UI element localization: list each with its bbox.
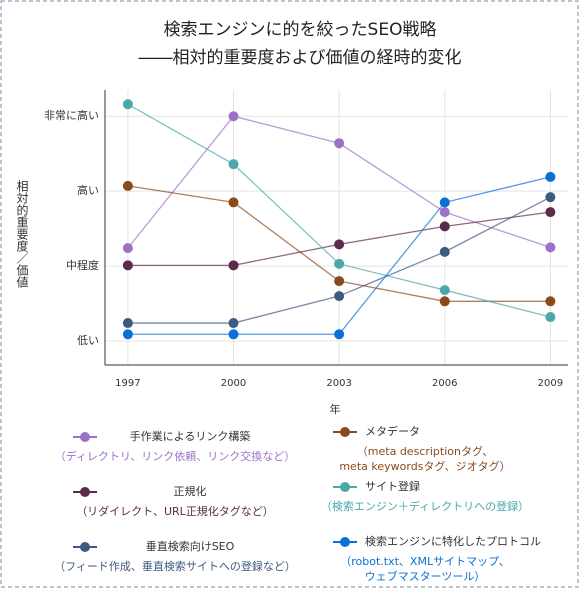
y-tick-label: 高い bbox=[77, 183, 99, 197]
data-point bbox=[228, 159, 239, 170]
data-point bbox=[545, 207, 556, 218]
data-point bbox=[228, 318, 239, 329]
legend-description: （robot.txt、XMLサイトマップ、 bbox=[340, 555, 510, 568]
legend-label: 正規化 bbox=[174, 484, 207, 498]
legend-label: 手作業によるリンク構築 bbox=[130, 429, 251, 443]
legend-description: （meta descriptionタグ、 bbox=[357, 444, 493, 458]
data-point bbox=[439, 296, 450, 307]
data-point bbox=[439, 285, 450, 296]
data-point bbox=[122, 260, 133, 271]
y-tick-label: 中程度 bbox=[66, 258, 99, 272]
data-point bbox=[122, 318, 133, 329]
x-tick-label: 1997 bbox=[115, 378, 140, 389]
data-point bbox=[545, 242, 556, 253]
data-point bbox=[122, 99, 133, 110]
legend-label: サイト登録 bbox=[365, 479, 420, 493]
data-point bbox=[439, 207, 450, 218]
data-point bbox=[334, 291, 345, 302]
legend-description: （リダイレクト、URL正規化タグなど） bbox=[76, 504, 274, 518]
y-tick-label: 非常に高い bbox=[44, 108, 99, 122]
legend-description: ウェブマスターツール） bbox=[365, 569, 486, 583]
x-tick-label: 2009 bbox=[538, 378, 563, 389]
legend-label: 検索エンジンに特化したプロトコル bbox=[365, 534, 541, 548]
legend-description: （フィード作成、垂直検索サイトへの登録など） bbox=[54, 559, 296, 573]
x-tick-label: 2000 bbox=[221, 378, 246, 389]
data-point bbox=[545, 312, 556, 323]
chart-title: ――相対的重要度および価値の経時的変化 bbox=[139, 48, 462, 68]
data-point bbox=[122, 329, 133, 340]
data-point bbox=[334, 329, 345, 340]
data-point bbox=[228, 260, 239, 271]
data-point bbox=[439, 246, 450, 257]
legend-label: 垂直検索向けSEO bbox=[146, 539, 235, 553]
chart-title: 検索エンジンに的を絞ったSEO戦略 bbox=[164, 20, 437, 40]
x-tick-label: 2006 bbox=[432, 378, 457, 389]
data-point bbox=[334, 258, 345, 269]
data-point bbox=[334, 239, 345, 250]
legend-marker bbox=[340, 482, 350, 492]
data-point bbox=[545, 296, 556, 307]
legend-description: （検索エンジン＋ディレクトリへの登録） bbox=[321, 499, 529, 513]
data-point bbox=[228, 111, 239, 122]
y-tick-label: 低い bbox=[77, 334, 99, 347]
legend-description: （ディレクトリ、リンク依頼、リンク交換など） bbox=[55, 449, 296, 463]
data-point bbox=[545, 192, 556, 203]
data-point bbox=[439, 197, 450, 208]
legend-label: メタデータ bbox=[365, 424, 420, 438]
legend-marker bbox=[80, 542, 90, 552]
data-point bbox=[122, 180, 133, 191]
data-point bbox=[228, 329, 239, 340]
legend-marker bbox=[80, 432, 90, 442]
legend-marker bbox=[340, 427, 350, 437]
x-axis-label: 年 bbox=[330, 402, 341, 416]
data-point bbox=[122, 243, 133, 254]
x-tick-label: 2003 bbox=[326, 378, 351, 389]
legend-marker bbox=[80, 487, 90, 497]
data-point bbox=[334, 276, 345, 287]
data-point bbox=[334, 138, 345, 149]
data-point bbox=[545, 171, 556, 182]
y-axis-label: 相対的重要度／価値 bbox=[15, 180, 29, 288]
data-point bbox=[228, 197, 239, 208]
data-point bbox=[439, 221, 450, 232]
legend-description: meta keywordsタグ、ジオタグ） bbox=[339, 459, 510, 473]
legend-marker bbox=[340, 537, 350, 547]
